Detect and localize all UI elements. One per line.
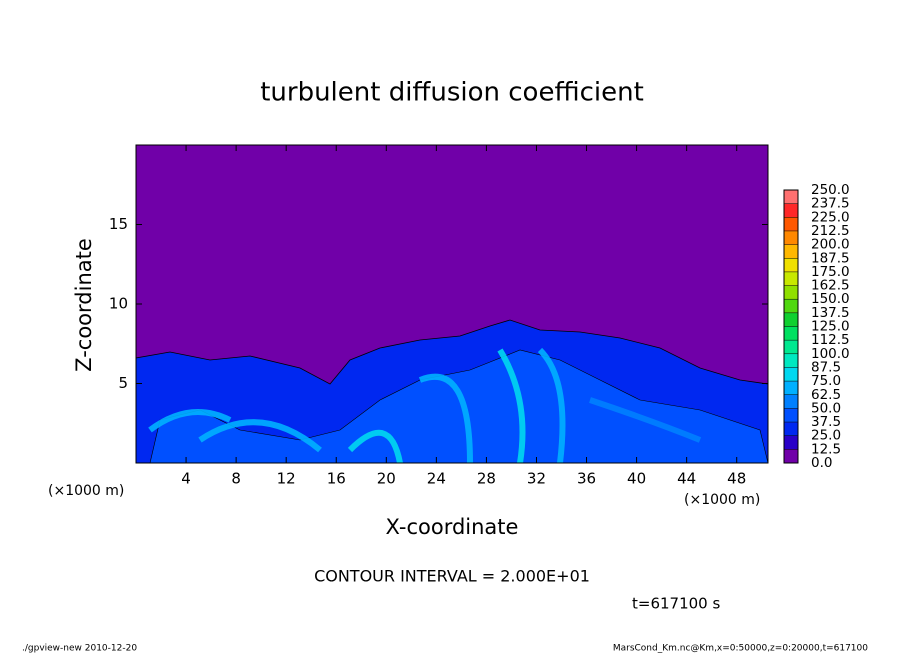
turbulent-streak xyxy=(198,419,322,453)
colorbar-band xyxy=(784,244,798,259)
colorbar-band xyxy=(784,190,798,204)
turbulent-layer-inner xyxy=(149,349,769,464)
colorbar-band xyxy=(784,271,798,286)
x-tick-label: 28 xyxy=(477,470,496,488)
turbulent-streak xyxy=(347,429,403,464)
colorbar-label: 25.0 xyxy=(811,428,841,444)
turbulent-streak xyxy=(418,373,473,464)
y-tick-label: 10 xyxy=(109,295,128,313)
colorbar-band xyxy=(784,258,798,272)
contour-interval: CONTOUR INTERVAL = 2.000E+01 xyxy=(314,567,590,586)
x-unit-label: (×1000 m) xyxy=(684,492,760,508)
x-tick-label: 24 xyxy=(427,470,446,488)
colorbar-band xyxy=(784,367,798,382)
colorbar-label: 125.0 xyxy=(811,319,850,335)
colorbar-label: 187.5 xyxy=(811,250,850,266)
x-axis-label: X-coordinate xyxy=(386,515,519,539)
y-tick-label: 5 xyxy=(118,374,128,392)
colorbar-band xyxy=(784,285,798,300)
x-tick-label: 36 xyxy=(577,470,596,488)
colorbar-band xyxy=(784,230,798,245)
colorbar-band xyxy=(784,340,798,354)
colorbar-label: 212.5 xyxy=(811,223,850,239)
colorbar-label: 12.5 xyxy=(811,441,841,457)
x-tick-label: 40 xyxy=(627,470,646,488)
turbulent-streak xyxy=(537,347,566,464)
colorbar-label: 150.0 xyxy=(811,291,850,307)
colorbar-label: 200.0 xyxy=(811,237,850,253)
x-tick-label: 16 xyxy=(327,470,346,488)
colorbar-band xyxy=(784,422,798,436)
x-tick-label: 12 xyxy=(277,470,296,488)
x-tick-label: 20 xyxy=(377,470,396,488)
colorbar-label: 37.5 xyxy=(811,414,841,430)
x-tick-label: 8 xyxy=(231,470,241,488)
y-axis-label: Z-coordinate xyxy=(72,238,96,372)
colorbar-label: 62.5 xyxy=(811,387,841,403)
turbulent-streak xyxy=(497,348,526,464)
colorbar-label: 237.5 xyxy=(811,196,850,212)
colorbar-band xyxy=(784,326,798,341)
colorbar-label: 250.0 xyxy=(811,182,850,198)
x-tick-label: 48 xyxy=(727,470,746,488)
colorbar-band xyxy=(784,449,798,463)
colorbar-label: 50.0 xyxy=(811,400,841,416)
colorbar-label: 100.0 xyxy=(811,346,850,362)
colorbar-band xyxy=(784,408,798,423)
colorbar-band xyxy=(784,299,798,313)
colorbar-band xyxy=(784,381,798,395)
turbulent-streak xyxy=(589,397,702,443)
turbulent-streak xyxy=(148,409,232,433)
x-tick-label: 32 xyxy=(527,470,546,488)
chart-title: turbulent diffusion coefficient xyxy=(260,78,644,108)
colorbar-label: 87.5 xyxy=(811,359,841,375)
colorbar-label: 0.0 xyxy=(811,455,832,471)
x-tick-label: 4 xyxy=(181,470,191,488)
colorbar-label: 112.5 xyxy=(811,332,850,348)
colorbar-band xyxy=(784,312,798,327)
y-unit-label: (×1000 m) xyxy=(48,483,124,499)
time-label: t=617100 s xyxy=(632,595,720,613)
colorbar-label: 225.0 xyxy=(811,209,850,225)
colorbar-band xyxy=(784,394,798,409)
colorbar-label: 137.5 xyxy=(811,305,850,321)
colorbar-label: 75.0 xyxy=(811,373,841,389)
colorbar-band xyxy=(784,435,798,450)
colorbar-band xyxy=(784,203,798,218)
colorbar-band xyxy=(784,217,798,231)
y-tick-label: 15 xyxy=(109,215,128,233)
colorbar-band xyxy=(784,353,798,368)
x-tick-label: 44 xyxy=(677,470,696,488)
colorbar-label: 162.5 xyxy=(811,278,850,294)
footer-left: ./gpview-new 2010-12-20 xyxy=(22,644,137,654)
footer-right: MarsCond_Km.nc@Km,x=0:50000,z=0:20000,t=… xyxy=(613,644,868,654)
colorbar-label: 175.0 xyxy=(811,264,850,280)
